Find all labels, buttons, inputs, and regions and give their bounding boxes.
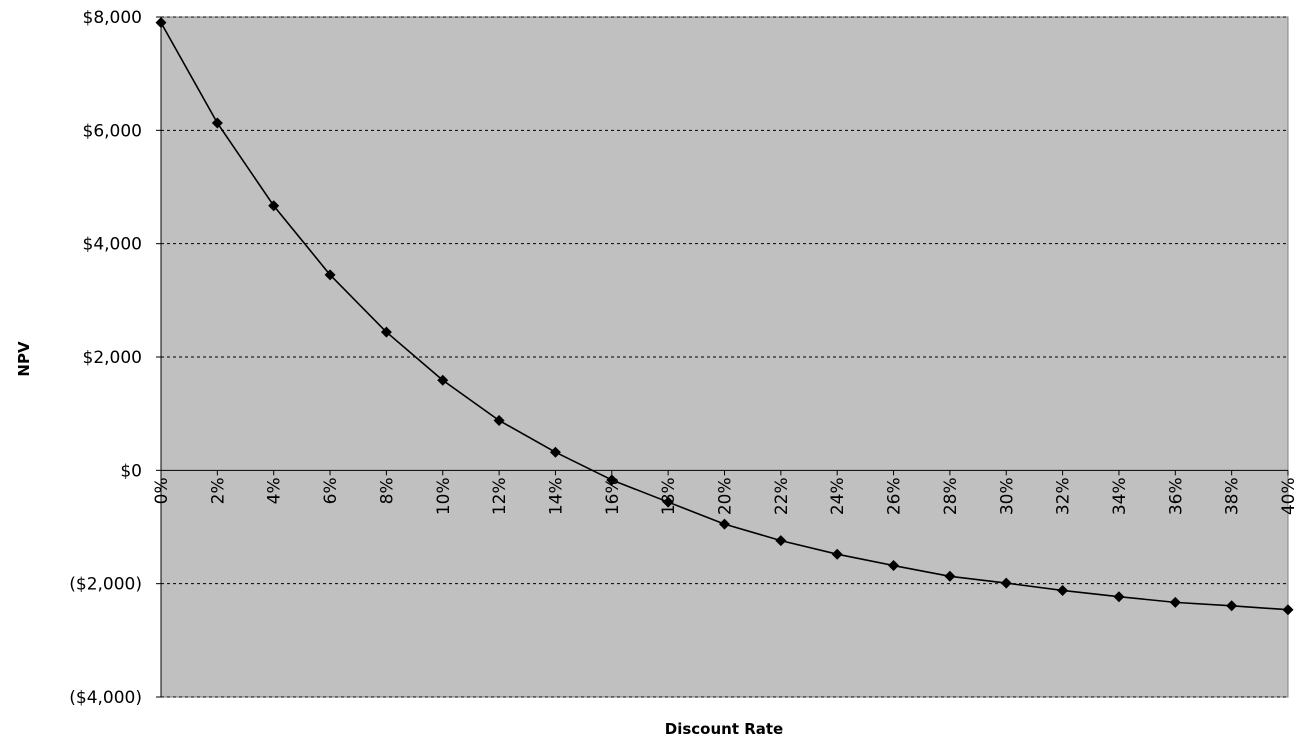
- x-tick-label: 6%: [321, 477, 341, 504]
- x-tick-label: 4%: [265, 477, 285, 504]
- data-point: [549, 446, 561, 458]
- data-point: [1226, 600, 1238, 612]
- y-axis-tick-labels: ($4,000) ($2,000) $0 $2,000 $4,000 $6,000 $8,0…: [69, 8, 142, 708]
- data-point: [831, 548, 843, 560]
- y-tick-label: $6,000: [83, 121, 142, 141]
- y-axis-title: NPV: [15, 341, 33, 377]
- data-point: [662, 496, 674, 508]
- data-point: [324, 269, 336, 281]
- x-tick-label: 2%: [208, 477, 228, 504]
- x-tick-label: 18%: [659, 477, 679, 515]
- data-point: [606, 474, 618, 486]
- data-point: [1282, 604, 1294, 616]
- data-point: [1000, 577, 1012, 589]
- x-tick-label: 12%: [490, 477, 510, 515]
- data-point: [1169, 596, 1181, 608]
- data-point: [775, 535, 787, 547]
- data-point: [268, 200, 280, 212]
- x-tick-label: 16%: [603, 477, 623, 515]
- y-tick-label: $4,000: [83, 235, 142, 255]
- x-tick-label: 34%: [1110, 477, 1130, 515]
- x-tick-label: 14%: [546, 477, 566, 515]
- data-point: [211, 117, 223, 129]
- x-axis-title: Discount Rate: [665, 720, 783, 738]
- x-tick-label: 26%: [885, 477, 905, 515]
- axes: [156, 16, 1289, 698]
- x-tick-label: 38%: [1223, 477, 1243, 515]
- data-point: [944, 570, 956, 582]
- data-point: [1113, 591, 1125, 603]
- y-tick-label: $8,000: [83, 8, 142, 28]
- x-tick-label: 24%: [828, 477, 848, 515]
- y-tick-label: $0: [120, 461, 142, 481]
- x-tick-label: 8%: [377, 477, 397, 504]
- y-tick-label: $2,000: [83, 348, 142, 368]
- x-axis-tick-labels: 0% 2% 4% 6% 8% 10% 12% 14% 16% 18% 20% 22% 24% 26% 28%…: [152, 477, 1299, 515]
- data-point: [155, 17, 167, 29]
- x-tick-label: 0%: [152, 477, 172, 504]
- x-tick-label: 36%: [1166, 477, 1186, 515]
- x-tick-label: 10%: [434, 477, 454, 515]
- y-tick-label: ($4,000): [69, 688, 142, 708]
- data-point: [493, 414, 505, 426]
- series-group: [155, 17, 1294, 616]
- y-tick-label: ($2,000): [69, 575, 142, 595]
- data-point: [719, 518, 730, 530]
- x-tick-label: 22%: [772, 477, 792, 515]
- x-tick-label: 30%: [997, 477, 1017, 515]
- data-point: [1057, 584, 1069, 596]
- x-tick-label: 32%: [1054, 477, 1074, 515]
- x-tick-label: 40%: [1279, 477, 1299, 515]
- x-tick-label: 20%: [716, 477, 736, 515]
- x-tick-label: 28%: [941, 477, 961, 515]
- data-point: [437, 374, 449, 386]
- data-point: [888, 560, 900, 572]
- data-point: [380, 326, 392, 338]
- gridlines: [161, 16, 1288, 698]
